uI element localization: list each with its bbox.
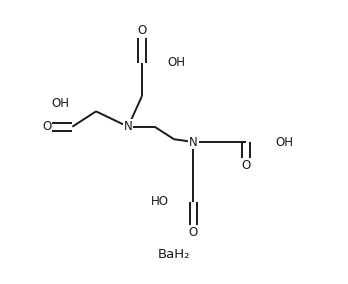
- Text: OH: OH: [52, 97, 70, 110]
- Text: O: O: [242, 159, 251, 172]
- Text: HO: HO: [150, 195, 168, 208]
- Text: O: O: [189, 226, 198, 239]
- Text: OH: OH: [167, 56, 185, 69]
- Text: O: O: [42, 120, 52, 133]
- Text: O: O: [137, 24, 147, 37]
- Text: BaH₂: BaH₂: [158, 248, 190, 261]
- Text: OH: OH: [276, 135, 294, 149]
- Text: N: N: [124, 120, 133, 133]
- Text: N: N: [189, 135, 198, 149]
